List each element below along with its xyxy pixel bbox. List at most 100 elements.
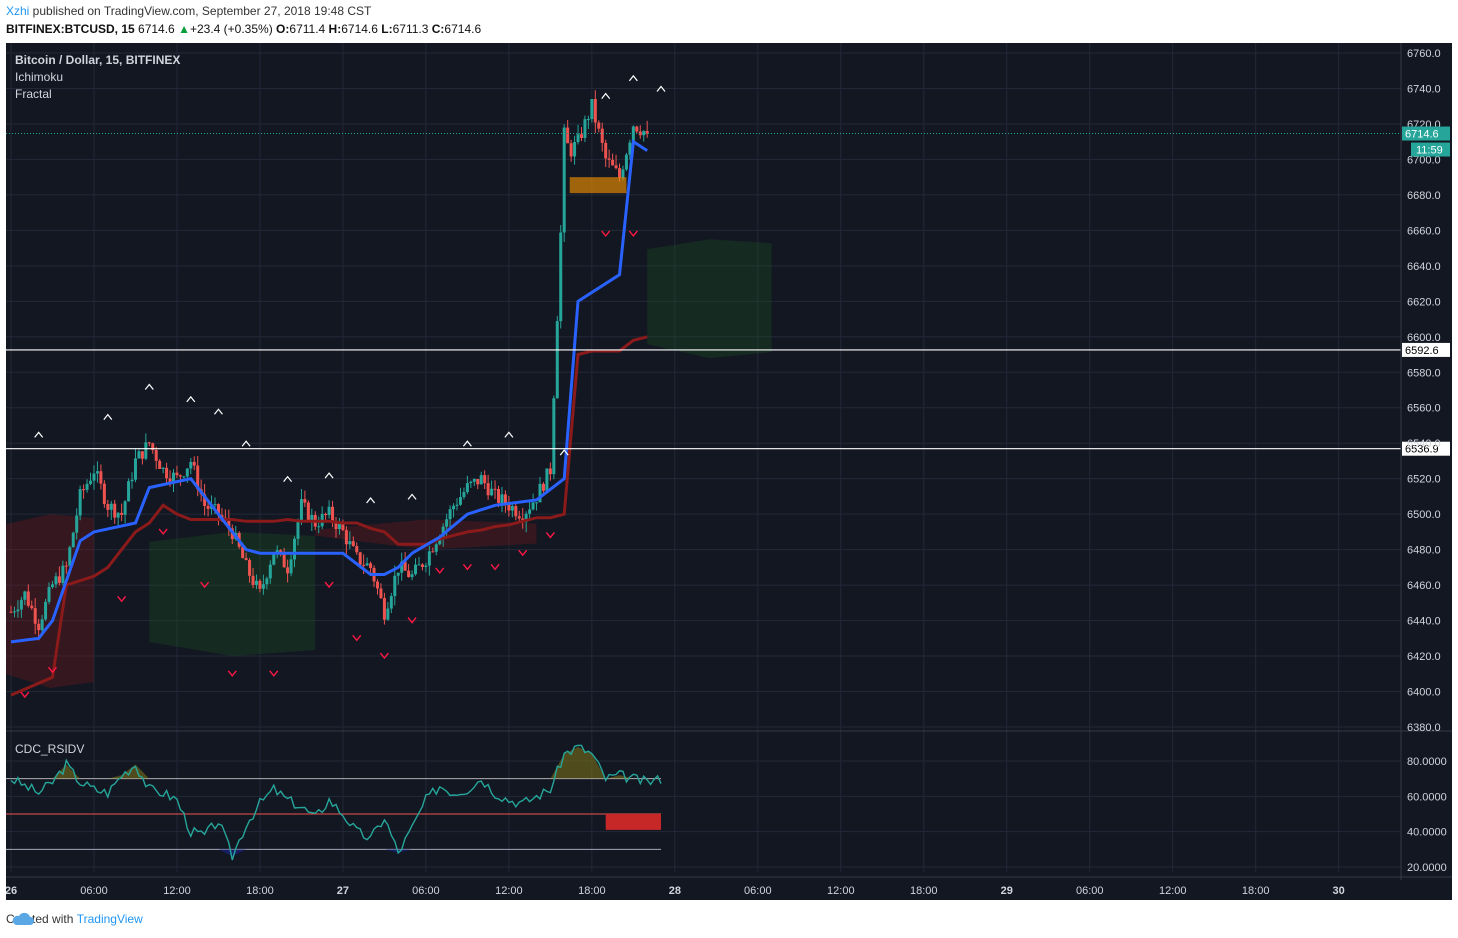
candle-body xyxy=(127,481,131,502)
price-tick-label: 6640.0 xyxy=(1407,261,1441,273)
candle-body xyxy=(26,591,30,606)
candle-body xyxy=(185,468,189,477)
candle-body xyxy=(78,489,82,516)
candle-body xyxy=(296,520,300,539)
author-link[interactable]: Xzhi xyxy=(6,4,30,18)
fractal-down-mark xyxy=(324,581,334,589)
price-tick-label: 6380.0 xyxy=(1407,722,1441,734)
time-tick-label: 12:00 xyxy=(827,885,855,897)
fractal-down-mark xyxy=(490,563,500,571)
fractal-down-mark xyxy=(462,563,472,571)
candle-body xyxy=(562,127,566,233)
fractal-up-mark xyxy=(241,440,251,447)
rsi-tick-label: 80.0000 xyxy=(1407,756,1447,768)
candle-body xyxy=(427,551,431,566)
time-tick-label: 06:00 xyxy=(80,885,108,897)
time-tick-label: 26 xyxy=(6,885,17,897)
fractal-down-mark xyxy=(158,528,168,536)
candle-body xyxy=(265,578,269,585)
candle-body xyxy=(40,619,44,631)
price-tick-label: 6760.0 xyxy=(1407,48,1441,60)
candle-body xyxy=(175,472,179,476)
candle-body xyxy=(251,575,255,585)
fractal-down-mark xyxy=(352,634,362,642)
candle-body xyxy=(358,552,362,565)
candle-body xyxy=(583,119,587,138)
candle-body xyxy=(261,584,265,589)
rsi-line xyxy=(10,744,662,861)
symbol-label: BITFINEX:BTCUSD, 15 xyxy=(6,22,135,36)
candle-body xyxy=(33,608,37,624)
candle-body xyxy=(331,506,335,522)
candle-body xyxy=(590,99,594,120)
chart-title: Bitcoin / Dollar, 15, BITFINEX xyxy=(15,53,180,67)
candle-body xyxy=(168,478,172,483)
fractal-up-mark xyxy=(407,493,417,500)
rsi-oversold-fill xyxy=(11,849,662,857)
high-value: 6714.6 xyxy=(341,22,378,36)
candle-body xyxy=(30,605,34,609)
fractal-down-mark xyxy=(628,230,638,238)
indicator-rsi-label[interactable]: CDC_RSIDV xyxy=(15,742,84,756)
candle-body xyxy=(12,611,16,613)
candle-body xyxy=(324,513,328,516)
candle-body xyxy=(244,558,248,561)
time-tick-label: 28 xyxy=(669,885,681,897)
candle-body xyxy=(154,450,158,461)
candle-body xyxy=(569,143,573,157)
candle-body xyxy=(396,572,400,576)
kijun-line xyxy=(10,335,648,697)
candle-body xyxy=(299,499,303,521)
candle-body xyxy=(375,581,379,589)
candle-body xyxy=(621,169,625,178)
candle-body xyxy=(102,483,106,505)
level-label-bg xyxy=(1402,342,1450,357)
candle-body xyxy=(614,165,618,169)
candle-body xyxy=(379,588,383,599)
candle-body xyxy=(178,475,182,477)
price-tick-label: 6560.0 xyxy=(1407,403,1441,415)
indicator-ichimoku-label[interactable]: Ichimoku xyxy=(15,70,63,84)
candle-body xyxy=(275,550,279,553)
candle-body xyxy=(130,479,134,482)
rsi-overbought-fill xyxy=(11,746,662,779)
last-price: 6714.6 xyxy=(138,22,175,36)
candle-body xyxy=(206,505,210,509)
rsi-red-band xyxy=(605,814,662,830)
candle-body xyxy=(455,504,459,506)
fractal-down-mark xyxy=(47,666,58,674)
candle-body xyxy=(140,451,144,459)
price-tick-label: 6500.0 xyxy=(1407,509,1441,521)
time-tick-label: 29 xyxy=(1001,885,1013,897)
time-tick-label: 18:00 xyxy=(578,885,606,897)
candle-body xyxy=(528,509,532,514)
candle-body xyxy=(514,506,518,517)
tradingview-link[interactable]: TradingView xyxy=(76,912,143,926)
candle-body xyxy=(452,505,456,510)
time-tick-label: 18:00 xyxy=(910,885,938,897)
candle-body xyxy=(517,516,521,519)
candle-body xyxy=(535,502,539,504)
footer: Created with TradingView xyxy=(6,912,143,926)
candle-body xyxy=(75,515,79,533)
fractal-up-mark xyxy=(462,440,472,447)
chart-svg[interactable]: 6592.6 6536.9 6760.0 6740.0 6720.0 6700.0 668… xyxy=(6,43,1452,900)
candle-body xyxy=(448,509,452,520)
candle-body xyxy=(483,475,487,484)
candle-body xyxy=(524,513,528,523)
candle-body xyxy=(189,461,193,469)
candle-body xyxy=(57,576,61,583)
open-label: O: xyxy=(276,22,290,36)
price-tick-label: 6540.0 xyxy=(1407,438,1441,450)
candle-body xyxy=(393,575,397,597)
candle-body xyxy=(420,564,424,567)
candle-body xyxy=(196,465,200,490)
candle-body xyxy=(507,504,511,511)
candle-body xyxy=(445,519,449,527)
close-label: C: xyxy=(431,22,445,36)
candle-body xyxy=(151,443,155,451)
chart-area[interactable]: 6592.6 6536.9 6760.0 6740.0 6720.0 6700.0 668… xyxy=(6,43,1452,900)
candle-body xyxy=(158,460,162,469)
indicator-fractal-label[interactable]: Fractal xyxy=(15,87,52,101)
candle-body xyxy=(165,467,169,479)
